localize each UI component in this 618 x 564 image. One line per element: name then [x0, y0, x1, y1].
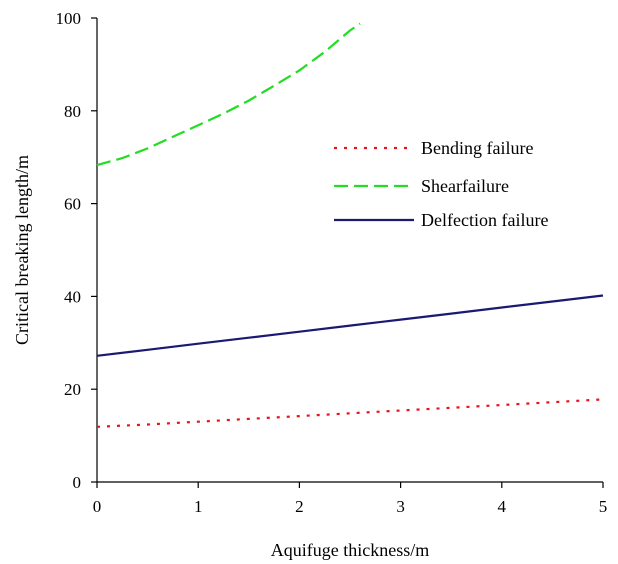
y-axis-title: Critical breaking length/m [12, 155, 32, 345]
axes: 0 20 40 60 80 100 0 1 2 3 4 5 [56, 9, 608, 516]
x-tick-label: 4 [498, 497, 507, 516]
series-layer [96, 22, 604, 428]
x-tick-label: 0 [93, 497, 102, 516]
series-line-1 [96, 398, 604, 428]
legend: Bending failure Shearfailure Delfection fa… [334, 138, 548, 230]
y-tick-label: 100 [56, 9, 82, 28]
series-line-3 [96, 294, 604, 357]
series-line-2 [96, 22, 361, 167]
x-tick-label: 5 [599, 497, 608, 516]
legend-label-2: Shearfailure [421, 176, 509, 196]
legend-label-3: Delfection failure [421, 210, 548, 230]
y-tick-label: 80 [64, 102, 81, 121]
x-tick-label: 3 [396, 497, 405, 516]
y-tick-label: 60 [64, 195, 81, 214]
legend-label-1: Bending failure [421, 138, 533, 158]
x-axis-title: Aquifuge thickness/m [271, 540, 429, 560]
y-tick-label: 40 [64, 287, 81, 306]
y-tick-label: 20 [64, 380, 81, 399]
x-tick-label: 1 [194, 497, 203, 516]
x-tick-label: 2 [295, 497, 304, 516]
y-tick-label: 0 [73, 473, 82, 492]
